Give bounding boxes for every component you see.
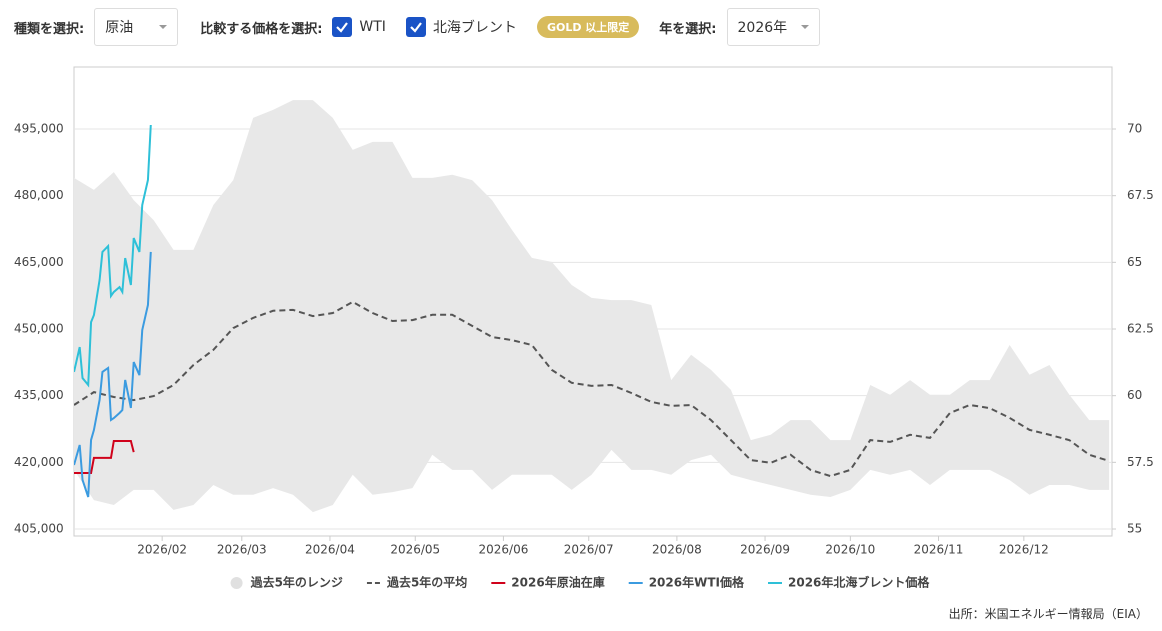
- y-tick-label: 480,000: [14, 188, 64, 202]
- y2-tick-label: 62.5: [1127, 322, 1154, 336]
- type-select[interactable]: 原油: [94, 8, 179, 46]
- legend-label: 過去5年のレンジ: [250, 575, 343, 590]
- x-tick-label: 2026/09: [740, 543, 790, 557]
- y2-tick-label: 65: [1127, 255, 1142, 269]
- series-line: [74, 300, 1110, 478]
- checkbox[interactable]: WTI: [332, 17, 386, 37]
- controls: 種類を選択: 原油 比較する価格を選択: WTI 北海ブレント GOLD 以上限…: [14, 7, 842, 47]
- legend-label: 2026年原油在庫: [511, 575, 604, 590]
- x-tick-label: 2026/05: [390, 543, 440, 557]
- legend-label: 2026年WTI価格: [649, 575, 745, 590]
- range-area: [74, 100, 1110, 513]
- y-tick-label: 450,000: [14, 322, 64, 336]
- checkbox-label: WTI: [359, 19, 386, 35]
- value: 原油: [105, 20, 134, 36]
- series-line: [74, 124, 152, 388]
- checkbox[interactable]: 北海ブレント: [405, 17, 517, 37]
- y-tick-label: 420,000: [14, 455, 64, 469]
- y2-tick-label: 67.5: [1127, 188, 1154, 202]
- chart: 405,000 420,000 435,000 450,000 465,000 480,0…: [14, 66, 1154, 590]
- x-tick-label: 2026/12: [999, 543, 1049, 557]
- x-tick-label: 2026/07: [564, 543, 614, 557]
- x-tick-label: 2026/06: [478, 543, 528, 557]
- x-tick-label: 2026/08: [652, 543, 702, 557]
- x-tick-label: 2026/03: [217, 543, 267, 557]
- y2-tick-label: 70: [1127, 122, 1142, 136]
- x-tick-label: 2026/10: [825, 543, 875, 557]
- y-tick-label: 405,000: [14, 522, 64, 536]
- legend-label: 過去5年の平均: [386, 575, 467, 590]
- checkbox-label: 北海ブレント: [432, 20, 517, 36]
- y2-tick-label: 55: [1127, 522, 1142, 536]
- badge: GOLD 以上限定: [536, 16, 640, 38]
- x-tick-label: 2026/02: [137, 543, 187, 557]
- value: 2026年: [737, 20, 788, 36]
- label: 年を選択:: [659, 21, 717, 37]
- y-tick-label: 435,000: [14, 388, 64, 402]
- label: 比較する価格を選択:: [200, 21, 323, 37]
- legend-label: 2026年北海ブレント価格: [788, 575, 930, 590]
- series-line: [74, 251, 152, 498]
- y-tick-label: 465,000: [14, 255, 64, 269]
- y-tick-label: 495,000: [14, 122, 64, 136]
- x-tick-label: 2026/04: [305, 543, 355, 557]
- y2-tick-label: 60: [1127, 388, 1142, 402]
- year-select[interactable]: 2026年: [726, 8, 821, 46]
- series-line: [74, 440, 135, 474]
- source: 出所：米国エネルギー情報局（EIA）: [948, 607, 1148, 621]
- y2-tick-label: 57.5: [1127, 455, 1154, 469]
- legend-marker: [230, 577, 243, 589]
- label: 種類を選択:: [14, 21, 85, 37]
- x-tick-label: 2026/11: [914, 543, 964, 557]
